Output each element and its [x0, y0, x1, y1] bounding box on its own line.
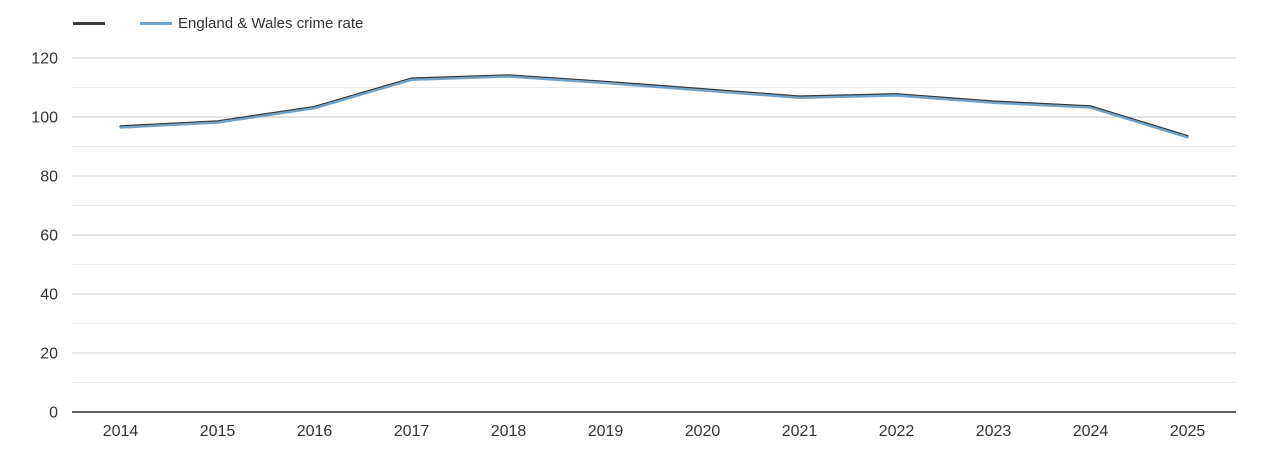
legend-line-swatch — [140, 22, 172, 25]
y-axis-tick-label: 100 — [31, 110, 58, 127]
legend-item-0[interactable] — [73, 22, 105, 25]
x-axis-tick-label: 2024 — [1073, 423, 1109, 440]
legend-label: England & Wales crime rate — [178, 15, 364, 32]
chart-legend: England & Wales crime rate — [73, 15, 363, 32]
y-axis-tick-label: 0 — [49, 405, 58, 422]
y-axis-tick-label: 60 — [40, 228, 58, 245]
x-axis-tick-label: 2015 — [200, 423, 236, 440]
x-axis-tick-label: 2021 — [782, 423, 818, 440]
y-axis-tick-label: 40 — [40, 287, 58, 304]
x-axis-tick-label: 2018 — [491, 423, 527, 440]
legend-item-1[interactable]: England & Wales crime rate — [140, 15, 363, 32]
y-axis-tick-label: 20 — [40, 346, 58, 363]
england-wales-crime-rate-line — [119, 75, 1189, 139]
area-crime-rate-line — [119, 74, 1189, 138]
x-axis-tick-label: 2016 — [297, 423, 333, 440]
x-axis-tick-label: 2025 — [1170, 423, 1206, 440]
y-axis-tick-label: 80 — [40, 169, 58, 186]
x-axis-tick-label: 2023 — [976, 423, 1012, 440]
legend-line-swatch — [73, 22, 105, 25]
x-axis-tick-label: 2022 — [879, 423, 915, 440]
y-axis-tick-label: 120 — [31, 51, 58, 68]
x-axis-tick-label: 2014 — [103, 423, 139, 440]
x-axis-tick-label: 2017 — [394, 423, 430, 440]
x-axis-tick-label: 2019 — [588, 423, 624, 440]
x-axis-tick-label: 2020 — [685, 423, 721, 440]
